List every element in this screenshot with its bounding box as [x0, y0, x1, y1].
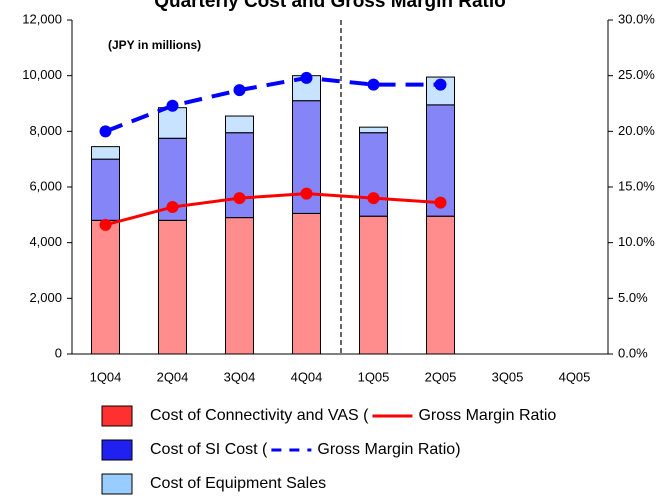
- bar-segment: [225, 115, 254, 134]
- x-tick-label: 2Q04: [157, 369, 189, 384]
- y-tick-label: 0: [55, 345, 62, 360]
- line-series: [105, 192, 441, 227]
- y-tick-label: 2,000: [29, 290, 62, 305]
- line-marker: [300, 187, 313, 200]
- line-marker: [233, 192, 246, 205]
- x-tick-label: 2Q05: [425, 369, 457, 384]
- line-marker: [367, 78, 380, 91]
- y2-tick-label: 0.0%: [618, 345, 648, 360]
- legend-label: Cost of SI Cost (: [150, 441, 268, 458]
- y2-tick-label: 10.0%: [618, 234, 655, 249]
- y-tick-label: 10,000: [22, 67, 62, 82]
- legend-label: Cost of Equipment Sales: [150, 475, 326, 492]
- line-marker: [99, 218, 112, 231]
- y-tick-label: 4,000: [29, 234, 62, 249]
- x-tick-label: 4Q04: [291, 369, 323, 384]
- y2-tick-label: 30.0%: [618, 11, 655, 26]
- bar-segment: [426, 104, 455, 217]
- line-marker: [99, 125, 112, 138]
- y2-tick-label: 15.0%: [618, 178, 655, 193]
- bar-segment: [91, 146, 120, 160]
- legend-label: Gross Margin Ratio: [418, 407, 556, 424]
- bar-segment: [359, 126, 388, 134]
- legend-label: Gross Margin Ratio): [317, 441, 460, 458]
- line-marker: [233, 84, 246, 97]
- x-tick-label: 1Q04: [90, 369, 122, 384]
- line-marker: [367, 192, 380, 205]
- line-series: [104, 75, 441, 134]
- line-marker: [166, 99, 179, 112]
- bar-segment: [359, 215, 388, 355]
- line-marker: [166, 201, 179, 214]
- y2-tick-label: 20.0%: [618, 123, 655, 138]
- legend-swatch: [101, 405, 133, 427]
- chart-title: Quarterly Cost and Gross Margin Ratio: [154, 0, 506, 12]
- x-tick-label: 3Q04: [224, 369, 256, 384]
- line-marker: [300, 71, 313, 84]
- y-tick-label: 12,000: [22, 11, 62, 26]
- x-tick-label: 4Q05: [559, 369, 591, 384]
- bar-segment: [426, 215, 455, 355]
- x-tick-label: 3Q05: [492, 369, 524, 384]
- line-marker: [434, 196, 447, 209]
- bar-segment: [91, 158, 120, 221]
- y2-tick-label: 5.0%: [618, 290, 648, 305]
- bar-segment: [158, 107, 187, 139]
- line-marker: [434, 78, 447, 91]
- bar-segment: [225, 132, 254, 219]
- y-tick-label: 8,000: [29, 123, 62, 138]
- bar-segment: [91, 219, 120, 355]
- y2-tick-label: 25.0%: [618, 67, 655, 82]
- bar-segment: [292, 212, 321, 355]
- annotation: (JPY in millions): [108, 38, 201, 52]
- legend-swatch: [101, 473, 133, 495]
- y-tick-label: 6,000: [29, 178, 62, 193]
- bar-segment: [225, 217, 254, 355]
- legend-label: Cost of Connectivity and VAS (: [150, 407, 369, 424]
- bar-segment: [158, 219, 187, 355]
- x-tick-label: 1Q05: [358, 369, 390, 384]
- legend-swatch: [101, 439, 133, 461]
